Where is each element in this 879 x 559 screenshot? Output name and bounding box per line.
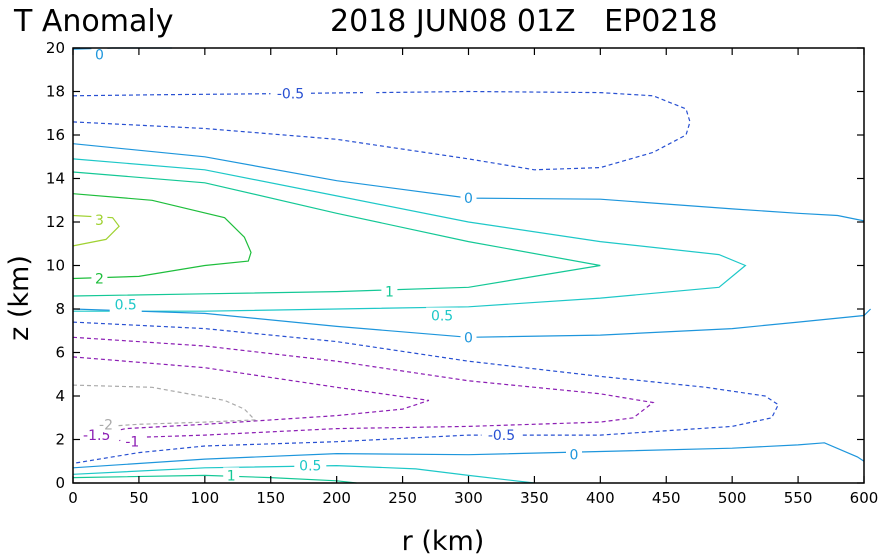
x-tick-label-6: 300 — [454, 489, 483, 507]
x-tick-label-2: 100 — [191, 489, 220, 507]
y-tick-label-3: 6 — [55, 344, 65, 362]
x-tick-label-5: 250 — [388, 489, 417, 507]
contour-line-4 — [72, 158, 747, 312]
chart-subtitle: 2018 JUN08 01Z EP0218 — [330, 4, 718, 39]
y-tick-label-10: 20 — [46, 39, 65, 57]
contour-layer — [72, 47, 872, 484]
contour-line-19 — [72, 442, 865, 469]
contour-label-18: -2 — [99, 417, 113, 433]
x-axis-title: r (km) — [402, 526, 485, 557]
contour-line-2 — [72, 90, 691, 171]
contour-label-bg-1 — [270, 85, 311, 102]
contour-label-bg-11 — [460, 329, 477, 346]
y-tick-label-4: 8 — [55, 300, 65, 318]
x-tick-label-9: 450 — [652, 489, 681, 507]
contour-line-21 — [72, 474, 357, 484]
contour-label-bg-3 — [460, 190, 477, 207]
x-tick-label-7: 350 — [520, 489, 549, 507]
contour-label-3: 0 — [464, 191, 473, 207]
x-tick-label-11: 550 — [784, 489, 813, 507]
y-tick-label-0: 0 — [55, 474, 65, 492]
contour-line-9 — [72, 193, 252, 280]
contour-label-20: 0.5 — [299, 459, 321, 475]
contour-label-bg-21 — [223, 467, 240, 484]
chart-title: T Anomaly — [13, 4, 173, 39]
contour-line-12 — [72, 321, 780, 464]
x-tick-label-1: 50 — [129, 489, 148, 507]
contour-label-bg-19 — [566, 446, 582, 463]
contour-label-bg-9 — [91, 270, 108, 287]
contour-line-17 — [72, 384, 257, 427]
contour-label-21: 1 — [227, 468, 236, 484]
contour-line-1 — [72, 92, 364, 97]
contour-label-1: -0.5 — [277, 87, 304, 103]
contour-label-8: 1 — [385, 285, 394, 301]
x-tick-label-12: 600 — [850, 489, 879, 507]
contour-label-19: 0 — [570, 448, 579, 464]
contour-label-10: 3 — [95, 213, 104, 229]
contour-label-bg-5 — [109, 296, 142, 313]
y-tick-label-6: 12 — [46, 213, 65, 231]
x-tick-label-4: 200 — [322, 489, 351, 507]
contour-label-bg-0 — [91, 46, 108, 63]
y-tick-label-5: 10 — [46, 257, 65, 275]
contour-label-9: 2 — [95, 272, 104, 288]
contour-line-13 — [72, 336, 655, 442]
contour-line-15 — [72, 356, 430, 434]
y-tick-label-9: 18 — [46, 83, 65, 101]
y-tick-label-2: 4 — [55, 387, 65, 405]
contour-line-20 — [72, 464, 535, 484]
contour-label-bg-20 — [294, 457, 327, 474]
contour-line-11 — [72, 308, 872, 338]
contour-label-bg-10 — [91, 211, 108, 228]
x-tick-label-0: 0 — [68, 489, 78, 507]
y-axis-title: z (km) — [4, 255, 35, 341]
y-tick-label-8: 16 — [46, 126, 65, 144]
contour-line-3 — [72, 143, 865, 222]
contour-label-bg-6 — [426, 307, 459, 324]
contour-line-7 — [72, 171, 601, 297]
contour-label-0: 0 — [95, 48, 104, 64]
y-tick-label-1: 2 — [55, 431, 65, 449]
y-tick-label-7: 14 — [46, 170, 65, 188]
contour-label-12: -0.5 — [488, 428, 515, 444]
contour-label-bg-8 — [381, 283, 398, 300]
x-tick-label-3: 150 — [256, 489, 285, 507]
axis-layer: 0 50 100 150 200 250 300 350 400 450 500 550 6000246… — [46, 39, 878, 507]
contour-label-5: 0.5 — [115, 298, 137, 314]
contour-label-bg-14 — [120, 433, 145, 450]
contour-label-11: 0 — [464, 330, 473, 346]
contour-label-14: -1 — [125, 435, 139, 451]
contour-label-6: 0.5 — [431, 309, 453, 325]
contour-label-bg-18 — [94, 416, 118, 433]
x-tick-label-10: 500 — [718, 489, 747, 507]
contour-label-bg-12 — [481, 427, 522, 444]
x-tick-label-8: 400 — [586, 489, 615, 507]
